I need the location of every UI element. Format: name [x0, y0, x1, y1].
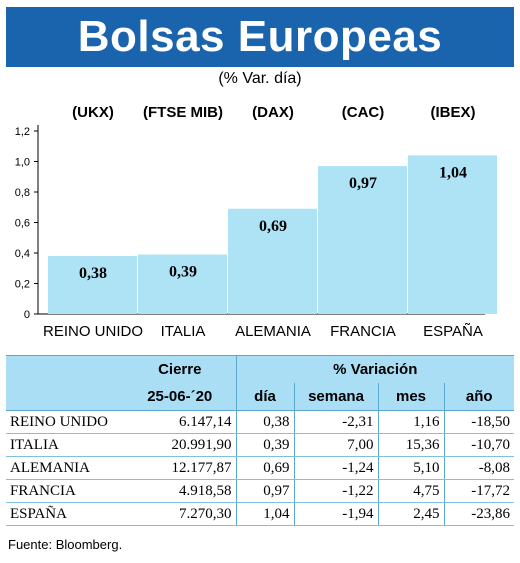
row-semana: 7,00	[293, 433, 378, 457]
table-row: REINO UNIDO 6.147,14 0,38 -2,31 1,16 -18…	[6, 410, 515, 434]
index-label: (DAX)	[252, 104, 294, 121]
row-mes: 1,16	[377, 410, 444, 434]
row-dia: 0,38	[235, 410, 294, 434]
header-semana: semana	[293, 383, 378, 411]
y-tick-label: 0,6	[15, 218, 30, 230]
bar-value-label: 1,04	[439, 164, 467, 181]
source-note: Fuente: Bloomberg.	[8, 537, 123, 552]
row-name: ALEMANIA	[6, 456, 124, 480]
row-ano: -18,50	[443, 410, 515, 434]
title-banner: Bolsas Europeas	[6, 7, 514, 67]
data-table: Cierre % Variación 25-06-´20 día semana …	[6, 355, 515, 526]
row-name: REINO UNIDO	[6, 410, 124, 434]
header-ano: año	[443, 383, 515, 411]
row-cierre: 4.918,58	[124, 479, 236, 503]
row-ano: -8,08	[443, 456, 515, 480]
row-semana: -1,94	[293, 502, 378, 526]
index-label: (IBEX)	[431, 104, 476, 121]
row-dia: 0,69	[235, 456, 294, 480]
bar	[408, 155, 497, 314]
row-name: ITALIA	[6, 433, 124, 457]
row-ano: -23,86	[443, 502, 515, 526]
header-blank-2	[6, 383, 124, 411]
index-label: (UKX)	[72, 104, 114, 121]
row-name: ESPAÑA	[6, 502, 124, 526]
y-tick-label: 0	[24, 309, 30, 321]
bar-value-label: 0,97	[349, 175, 377, 192]
y-tick-label: 0,4	[15, 248, 30, 260]
bar-chart: 0 0,2 0,4 0,6 0,8 1,0 1,2 (UKX) 0,38 REINO UNIDO (…	[15, 104, 497, 340]
index-label: (FTSE MIB)	[143, 104, 223, 121]
data-table-wrap: Cierre % Variación 25-06-´20 día semana …	[6, 355, 515, 526]
header-date: 25-06-´20	[124, 383, 236, 411]
row-semana: -2,31	[293, 410, 378, 434]
x-tick-label: ITALIA	[161, 323, 206, 340]
row-mes: 4,75	[377, 479, 444, 503]
header-cierre: Cierre	[124, 355, 236, 383]
bar-value-label: 0,38	[79, 265, 107, 282]
y-tick-label: 0,8	[15, 187, 30, 199]
row-mes: 5,10	[377, 456, 444, 480]
bar	[48, 256, 137, 314]
chart-subtitle: (% Var. día)	[218, 70, 302, 87]
y-tick-label: 1,0	[15, 157, 30, 169]
header-variacion: % Variación	[235, 355, 515, 383]
row-cierre: 6.147,14	[124, 410, 236, 434]
table-row: ESPAÑA 7.270,30 1,04 -1,94 2,45 -23,86	[6, 502, 515, 526]
y-tick-label: 1,2	[15, 126, 30, 138]
y-tick-label: 0,2	[15, 279, 30, 291]
header-blank	[6, 355, 124, 383]
x-tick-label: FRANCIA	[330, 323, 396, 340]
bar	[318, 166, 407, 314]
row-mes: 15,36	[377, 433, 444, 457]
header-dia: día	[235, 383, 294, 411]
row-semana: -1,24	[293, 456, 378, 480]
x-tick-label: REINO UNIDO	[43, 323, 143, 340]
x-tick-label: ALEMANIA	[235, 323, 311, 340]
row-ano: -10,70	[443, 433, 515, 457]
table-row: ITALIA 20.991,90 0,39 7,00 15,36 -10,70	[6, 433, 515, 457]
x-tick-label: ESPAÑA	[423, 323, 483, 340]
row-dia: 0,97	[235, 479, 294, 503]
row-semana: -1,22	[293, 479, 378, 503]
row-ano: -17,72	[443, 479, 515, 503]
bar-value-label: 0,39	[169, 264, 197, 281]
row-dia: 1,04	[235, 502, 294, 526]
page-title: Bolsas Europeas	[77, 12, 443, 61]
row-dia: 0,39	[235, 433, 294, 457]
table-row: FRANCIA 4.918,58 0,97 -1,22 4,75 -17,72	[6, 479, 515, 503]
header-mes: mes	[377, 383, 444, 411]
bar-value-label: 0,69	[259, 218, 287, 235]
index-label: (CAC)	[342, 104, 385, 121]
bar	[138, 254, 227, 314]
row-cierre: 20.991,90	[124, 433, 236, 457]
bar	[228, 208, 317, 314]
table-row: ALEMANIA 12.177,87 0,69 -1,24 5,10 -8,08	[6, 456, 515, 480]
row-name: FRANCIA	[6, 479, 124, 503]
row-cierre: 12.177,87	[124, 456, 236, 480]
row-cierre: 7.270,30	[124, 502, 236, 526]
row-mes: 2,45	[377, 502, 444, 526]
